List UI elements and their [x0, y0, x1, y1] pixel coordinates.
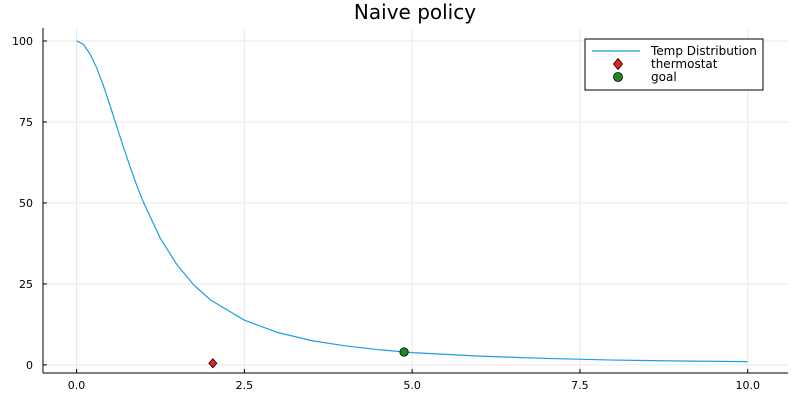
x-tick-labels: 0.0 2.5 5.0 7.5 10.0 [68, 379, 760, 392]
legend-label-temp-distribution: Temp Distribution [650, 44, 757, 58]
chart-title: Naive policy [354, 0, 476, 24]
legend-label-goal: goal [651, 70, 677, 84]
point-thermostat [208, 358, 218, 369]
x-tick-label: 2.5 [236, 379, 254, 392]
legend-swatch-thermostat [612, 57, 624, 71]
x-tick-label: 7.5 [571, 379, 589, 392]
y-tick-label: 50 [19, 197, 33, 210]
x-tick-label: 5.0 [403, 379, 421, 392]
y-tick-label: 25 [19, 278, 33, 291]
legend-swatch-goal [613, 72, 623, 82]
point-goal [399, 347, 409, 357]
series-line-temp-distribution [76, 40, 748, 363]
y-tick-label: 100 [12, 35, 33, 48]
x-tick-label: 10.0 [735, 379, 760, 392]
y-tick-label: 75 [19, 116, 33, 129]
series [76, 40, 748, 369]
x-tick-label: 0.0 [68, 379, 86, 392]
legend: Temp Distribution thermostat goal [584, 38, 764, 91]
y-tick-labels: 0 25 50 75 100 [12, 35, 33, 372]
axes [42, 28, 788, 374]
y-tick-label: 0 [26, 359, 33, 372]
legend-label-thermostat: thermostat [651, 57, 718, 71]
